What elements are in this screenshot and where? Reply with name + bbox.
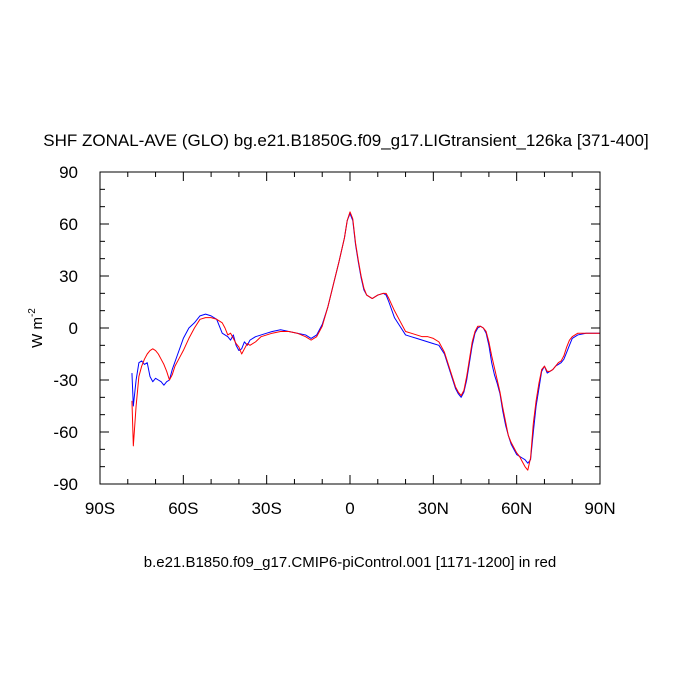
x-tick-label: 60N	[501, 499, 532, 518]
axis-tick-labels: 90S 60S 30S 0 30N 60N 90N 90 60 30 0 -30 -60 -90	[53, 163, 615, 518]
chart-caption: b.e21.B1850.f09_g17.CMIP6-piControl.001 …	[144, 554, 557, 571]
x-tick-label: 60S	[168, 499, 198, 518]
x-tick-label: 0	[345, 499, 354, 518]
series-line-2	[131, 211, 600, 471]
plot-frame	[99, 171, 601, 485]
x-tick-label: 90N	[584, 499, 615, 518]
y-tick-label: 90	[59, 163, 78, 182]
y-tick-label: 60	[59, 215, 78, 234]
x-tick-label: 30S	[252, 499, 282, 518]
y-tick-label: 0	[69, 319, 78, 338]
chart-title: SHF ZONAL-AVE (GLO) bg.e21.B1850G.f09_g1…	[43, 131, 648, 150]
axis-ticks	[99, 171, 601, 485]
plot-area	[131, 211, 600, 471]
y-tick-label: -60	[53, 423, 78, 442]
y-axis-label: W m-2	[27, 308, 46, 348]
y-tick-label: -90	[53, 475, 78, 494]
y-tick-label: 30	[59, 267, 78, 286]
series-line-1	[131, 213, 600, 464]
y-axis-label-exponent: -2	[27, 308, 38, 317]
y-tick-label: -30	[53, 371, 78, 390]
x-tick-label: 90S	[85, 499, 115, 518]
svg-text:W m-2: W m-2	[27, 308, 46, 348]
y-axis-label-main: W m	[29, 317, 46, 348]
x-tick-label: 30N	[418, 499, 449, 518]
